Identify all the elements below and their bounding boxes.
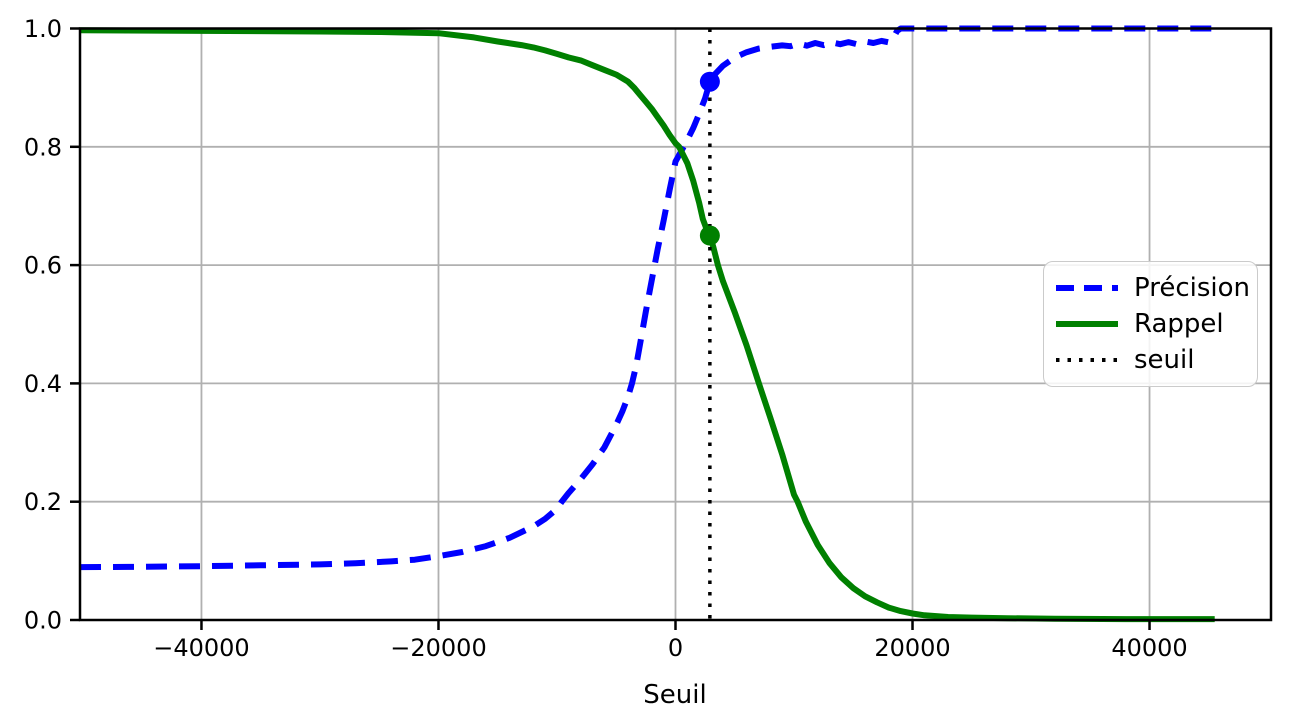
precision-at-threshold-marker	[699, 71, 720, 92]
series-layer	[79, 25, 1215, 623]
legend: Précision Rappel seuil	[1043, 261, 1258, 387]
x-tick-label: 0	[668, 634, 683, 662]
rappel-at-threshold-marker	[699, 225, 720, 246]
x-tick-label: −20000	[390, 634, 486, 662]
legend-item-seuil: seuil	[1056, 343, 1245, 377]
seuil-dotted-line-sample	[1056, 358, 1118, 362]
legend-label-precision: Précision	[1134, 273, 1251, 303]
legend-item-rappel: Rappel	[1056, 307, 1245, 341]
marker-layer	[699, 71, 720, 246]
x-tick-label: 20000	[874, 634, 950, 662]
y-tick-label: 1.0	[24, 15, 62, 43]
y-tick-label: 0.8	[24, 133, 62, 161]
tick-layer: −40000 −20000 0 20000 40000 0.0 0.2 0.4 0.6 0.8 1.…	[24, 15, 1188, 662]
rappel-solid-line-sample	[1056, 321, 1118, 327]
legend-label-rappel: Rappel	[1134, 309, 1224, 339]
y-tick-label: 0.4	[24, 370, 62, 398]
legend-item-precision: Précision	[1056, 271, 1250, 305]
rappel-curve	[79, 27, 1215, 623]
legend-label-seuil: seuil	[1134, 345, 1195, 375]
x-tick-label: −40000	[153, 634, 249, 662]
y-tick-label: 0.6	[24, 252, 62, 280]
precision-dashed-line-sample	[1056, 285, 1118, 291]
y-tick-label: 0.0	[24, 607, 62, 635]
x-axis-label: Seuil	[643, 680, 706, 710]
y-tick-label: 0.2	[24, 488, 62, 516]
x-tick-label: 40000	[1111, 634, 1187, 662]
